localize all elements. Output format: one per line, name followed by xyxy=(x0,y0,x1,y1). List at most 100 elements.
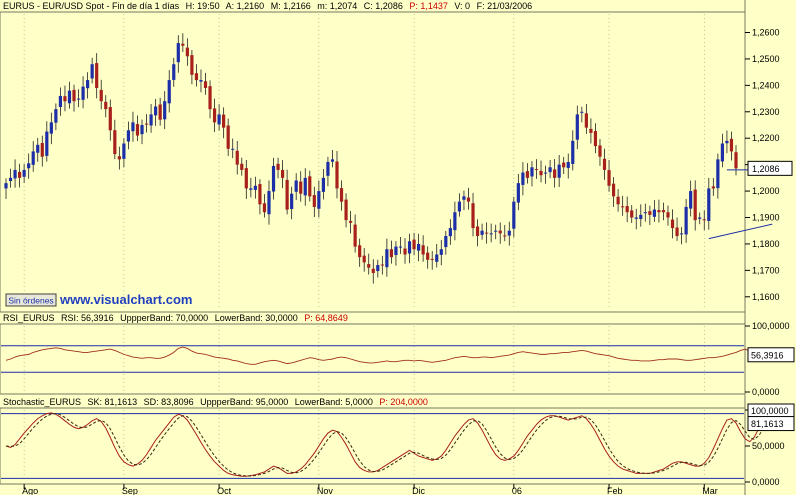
candle-body xyxy=(321,177,325,192)
candle-body xyxy=(462,196,466,200)
price-y-tick-label: 1,2000 xyxy=(752,186,780,196)
candle-body xyxy=(203,81,208,88)
x-tick-label: Mar xyxy=(702,486,718,495)
candle-body xyxy=(190,55,194,75)
candle-body xyxy=(258,184,262,205)
candle-body xyxy=(557,164,561,178)
candle-body xyxy=(335,161,339,189)
candle-body xyxy=(648,211,652,215)
candle-body xyxy=(525,171,530,178)
candle-body xyxy=(244,168,248,189)
price-panel[interactable] xyxy=(0,11,746,313)
candle-body xyxy=(135,124,140,136)
last-price-label: 1,2086 xyxy=(752,164,780,174)
candle-body xyxy=(108,107,112,131)
candle-body xyxy=(621,206,625,208)
candle-body xyxy=(122,143,126,159)
candle-body xyxy=(276,163,280,170)
stochastic-lower-band: LowerBand: 5,0000 xyxy=(295,397,373,407)
candle-body xyxy=(494,230,498,232)
candle-body xyxy=(163,101,167,120)
candle-body xyxy=(45,131,49,156)
candle-body xyxy=(27,163,31,169)
candle-body xyxy=(530,167,534,177)
candle-body xyxy=(426,252,430,260)
candle-body xyxy=(376,265,380,272)
candle-body xyxy=(661,210,666,213)
candle-body xyxy=(63,96,67,102)
candle-body xyxy=(466,197,471,202)
candle-body xyxy=(593,131,598,147)
candle-body xyxy=(693,189,697,221)
rsi-upper-band: UppperBand: 70,0000 xyxy=(120,313,208,323)
price-y-tick-label: 1,2300 xyxy=(752,107,780,117)
rsi-panel[interactable] xyxy=(0,323,746,395)
candle-body xyxy=(176,43,180,63)
candle-body xyxy=(72,89,76,102)
stochastic-y-tick-label: 0,0000 xyxy=(752,477,780,487)
candle-body xyxy=(358,245,362,258)
sin-ordenes-button[interactable] xyxy=(5,293,57,307)
candle-body xyxy=(398,246,403,248)
candle-body xyxy=(290,193,294,209)
candle-body xyxy=(344,199,348,221)
candle-body xyxy=(267,191,271,215)
candle-body xyxy=(575,114,579,140)
candle-body xyxy=(18,171,22,178)
candle-body xyxy=(698,217,702,219)
candle-body xyxy=(385,249,389,268)
candle-body xyxy=(389,249,394,258)
sin-ordenes-label[interactable]: Sin órdenes xyxy=(8,296,53,306)
candle-body xyxy=(36,144,40,153)
candle-body xyxy=(475,226,480,236)
candle-body xyxy=(702,219,706,221)
candle-body xyxy=(271,165,276,192)
candle-body xyxy=(240,163,244,170)
stochastic-sk-box-label: 81,1613 xyxy=(751,419,784,429)
candle-body xyxy=(734,152,738,169)
x-tick-label: Feb xyxy=(607,486,623,495)
watermark-text: www.visualchart.com xyxy=(59,292,192,307)
high-value: M: 1,2166 xyxy=(271,1,311,11)
candle-body xyxy=(394,246,398,256)
candle-body xyxy=(417,243,421,251)
rsi-y-tick-label: 100,0000 xyxy=(752,321,790,331)
candle-body xyxy=(8,177,13,182)
candle-body xyxy=(167,80,171,104)
candle-body xyxy=(652,209,656,217)
price-header: EURUS - EUR/USD Spot - Fin de día 1 días… xyxy=(3,1,532,11)
candle-body xyxy=(353,224,357,247)
rsi-name: RSI_EURUS xyxy=(3,313,55,323)
stochastic-sk-box xyxy=(747,416,795,432)
price-y-tick-label: 1,1700 xyxy=(752,265,780,275)
candle-body xyxy=(507,230,511,236)
candle-body xyxy=(86,80,90,89)
date-value: F: 21/03/2006 xyxy=(477,1,533,11)
candle-body xyxy=(580,111,584,113)
candle-body xyxy=(285,179,289,210)
candle-body xyxy=(217,114,221,125)
candle-body xyxy=(421,245,425,255)
stochastic-y-tick-label: 50,0000 xyxy=(752,441,785,451)
x-tick-label: Oct xyxy=(217,486,232,495)
instrument-name: EUR/USD Spot xyxy=(43,1,105,11)
candle-body xyxy=(666,212,670,218)
candle-body xyxy=(348,220,353,223)
candle-body xyxy=(172,64,176,80)
candle-body xyxy=(117,156,121,160)
candle-body xyxy=(280,169,285,178)
candle-body xyxy=(480,230,484,235)
x-tick-label: Nov xyxy=(317,486,334,495)
candle-body xyxy=(303,177,307,196)
candle-body xyxy=(412,239,416,250)
candle-body xyxy=(602,158,607,170)
candle-body xyxy=(326,162,330,176)
rsi-header: RSI_EURUS RSI: 56,3916 UppperBand: 70,00… xyxy=(3,313,348,323)
candle-body xyxy=(54,109,58,123)
candle-body xyxy=(367,264,371,268)
candle-body xyxy=(140,125,144,135)
candle-body xyxy=(144,123,149,125)
candle-body xyxy=(104,101,108,110)
